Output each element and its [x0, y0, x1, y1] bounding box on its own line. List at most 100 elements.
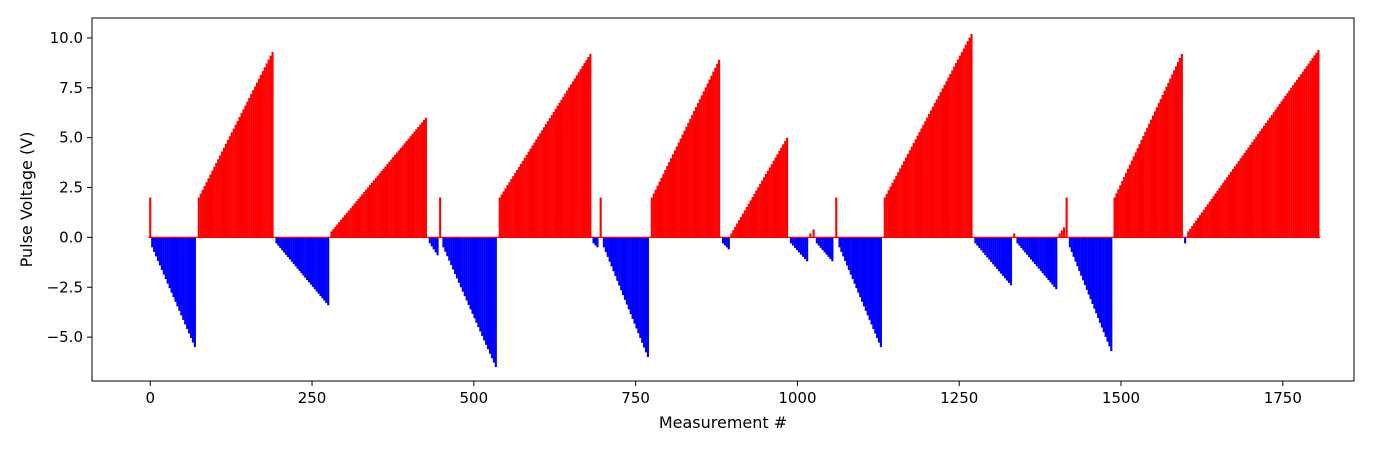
positive-bar — [384, 166, 387, 238]
positive-bar — [353, 203, 356, 238]
positive-bar — [669, 158, 673, 238]
negative-bar — [866, 237, 869, 316]
positive-bar — [1284, 95, 1287, 238]
negative-bar — [304, 237, 307, 278]
positive-bar — [906, 153, 909, 238]
positive-bar — [970, 33, 973, 238]
positive-bar — [1136, 148, 1139, 238]
negative-bar — [1106, 237, 1109, 342]
negative-bar — [469, 237, 472, 310]
positive-bar — [1259, 131, 1262, 238]
positive-bar — [714, 67, 717, 238]
positive-bar — [1193, 223, 1196, 238]
negative-bar — [465, 237, 468, 301]
x-axis-label: Measurement # — [659, 413, 787, 432]
positive-bar — [1138, 144, 1141, 238]
positive-bar — [679, 138, 682, 238]
positive-bar — [650, 197, 653, 238]
positive-bar — [581, 66, 584, 238]
positive-bar — [1253, 139, 1256, 238]
positive-bar — [1144, 131, 1147, 238]
positive-bar — [943, 84, 946, 238]
positive-bar — [926, 117, 929, 238]
positive-bar — [250, 94, 253, 238]
positive-bar — [677, 142, 680, 238]
positive-bar — [1208, 201, 1211, 238]
positive-bar — [386, 164, 389, 238]
negative-bar — [596, 237, 599, 248]
negative-bar — [160, 237, 163, 271]
positive-bar — [207, 178, 210, 238]
positive-bar — [583, 63, 586, 238]
positive-bar — [1262, 125, 1266, 238]
negative-bar — [992, 237, 995, 265]
negative-bar — [639, 237, 642, 338]
positive-bar — [388, 161, 391, 238]
negative-bar — [845, 237, 849, 266]
positive-bar — [271, 51, 274, 238]
negative-bar — [283, 237, 286, 253]
negative-bar — [791, 237, 795, 246]
positive-bar — [1251, 142, 1254, 238]
positive-bar — [761, 180, 764, 238]
positive-bar — [269, 55, 272, 238]
positive-bar — [1063, 227, 1066, 238]
positive-bar — [751, 197, 754, 238]
positive-bar — [351, 205, 354, 238]
positive-bar — [964, 44, 967, 238]
negative-bar — [436, 237, 439, 256]
positive-bar — [213, 166, 216, 238]
negative-bar — [851, 237, 854, 280]
negative-bar — [170, 237, 173, 293]
negative-bar — [184, 237, 187, 325]
negative-bar — [864, 237, 867, 311]
positive-bar — [543, 127, 546, 238]
positive-bar — [764, 173, 768, 238]
negative-bar — [612, 237, 615, 272]
negative-bar — [1093, 237, 1096, 309]
positive-bar — [784, 140, 787, 238]
y-tick-label: 0.0 — [59, 228, 83, 246]
negative-bar — [186, 237, 189, 329]
positive-bar — [1178, 58, 1181, 238]
negative-bar — [1102, 237, 1105, 333]
positive-bar — [1173, 70, 1176, 238]
negative-bar — [721, 237, 725, 244]
positive-bar — [897, 172, 900, 238]
negative-bar — [990, 237, 993, 262]
positive-bar — [1214, 193, 1217, 238]
positive-bar — [502, 191, 505, 238]
positive-bar — [662, 173, 665, 238]
negative-bar — [986, 237, 989, 258]
negative-bar — [277, 237, 280, 246]
positive-bar — [546, 121, 549, 238]
positive-bar — [228, 136, 231, 238]
positive-bar — [527, 151, 530, 238]
negative-bar — [1016, 237, 1019, 244]
negative-bar — [1055, 237, 1058, 290]
positive-bar — [772, 160, 775, 238]
negative-bar — [461, 237, 464, 292]
negative-bar — [622, 237, 625, 296]
negative-bar — [1068, 237, 1071, 248]
positive-bar — [937, 95, 940, 238]
negative-bar — [189, 237, 193, 339]
positive-bar — [933, 103, 936, 238]
negative-bar — [315, 237, 318, 292]
positive-bar — [1171, 74, 1174, 238]
negative-bar — [625, 237, 628, 305]
y-tick-label: 5.0 — [59, 129, 83, 147]
positive-bar — [564, 93, 567, 238]
positive-bar — [340, 219, 343, 238]
negative-bar — [172, 237, 175, 298]
positive-bar — [376, 175, 379, 238]
positive-bar — [736, 223, 739, 238]
positive-bar — [1202, 209, 1205, 238]
positive-bar — [1175, 66, 1178, 238]
negative-bar — [1005, 237, 1009, 281]
positive-bar — [401, 145, 404, 238]
negative-bar — [592, 237, 595, 244]
negative-bar — [430, 237, 433, 247]
positive-bar — [575, 75, 578, 238]
positive-bar — [1176, 62, 1180, 238]
